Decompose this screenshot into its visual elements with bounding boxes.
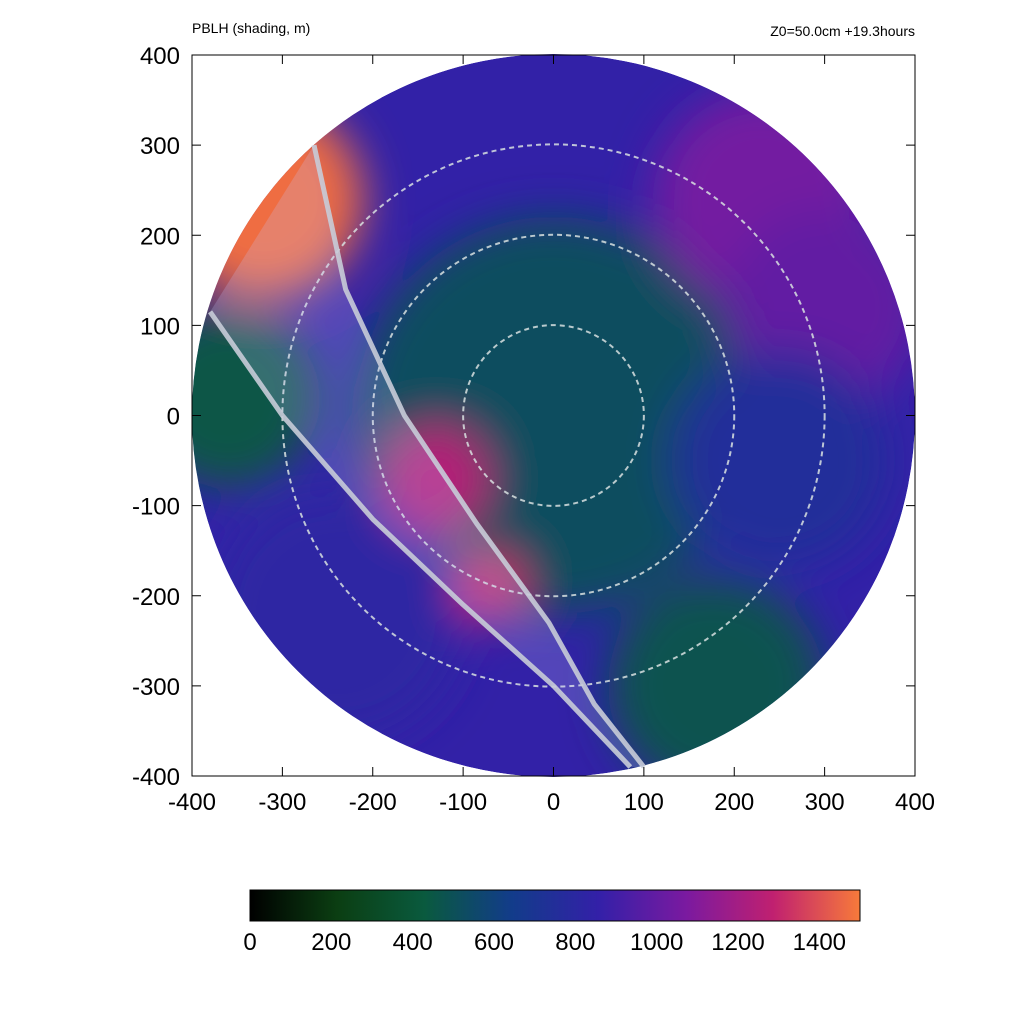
y-tick-label: 0 (167, 404, 180, 431)
x-tick-label: 400 (895, 789, 935, 816)
colorbar-tick-label: 0 (243, 929, 256, 956)
y-tick-label: 300 (140, 133, 180, 160)
band-edge-left (208, 310, 633, 769)
x-tick-label: -400 (168, 789, 216, 816)
band-edge-right (311, 144, 646, 769)
y-tick-label: 200 (140, 223, 180, 250)
colorbar-tick-label: 1000 (630, 929, 683, 956)
axis-ticks: -400 -300 -200 -100 0 100 200 300 400 -400 -300 -20… (132, 43, 935, 816)
x-tick-label: 200 (714, 789, 754, 816)
y-tick-label: -400 (132, 764, 180, 791)
range-ring-100 (462, 324, 645, 507)
y-tick-label: 100 (140, 313, 180, 340)
colorbar-tick-label: 800 (555, 929, 595, 956)
highlight-band (208, 144, 646, 769)
colorbar-tick-label: 200 (311, 929, 351, 956)
field-region-3 (192, 307, 319, 488)
x-tick-label: -300 (258, 789, 306, 816)
colorbar-tick-label: 1400 (793, 929, 846, 956)
x-tick-label: 0 (547, 789, 560, 816)
band-fill (210, 145, 644, 767)
y-tick-label: -100 (132, 494, 180, 521)
colorbar-tick-label: 1200 (711, 929, 764, 956)
x-tick-label: -200 (349, 789, 397, 816)
colorbar-scale (249, 889, 861, 922)
range-ring-200 (371, 233, 736, 598)
colorbar-ticks: 0 200 400 600 800 1000 1200 1400 (243, 929, 846, 956)
y-tick-label: -300 (132, 674, 180, 701)
field-region-6 (670, 352, 888, 570)
colorbar-tick-label: 400 (393, 929, 433, 956)
colorbar: 0 200 400 600 800 1000 1200 1400 (243, 889, 861, 956)
chart-title: PBLH (shading, m) (192, 20, 310, 36)
x-tick-label: 300 (805, 789, 845, 816)
y-tick-label: 400 (140, 43, 180, 70)
plot-area: -400 -300 -200 -100 0 100 200 300 400 -400 -300 -20… (132, 43, 935, 816)
y-tick-label: -200 (132, 584, 180, 611)
pblh-field (192, 54, 915, 777)
x-tick-label: -100 (439, 789, 487, 816)
x-tick-label: 100 (624, 789, 664, 816)
colorbar-tick-label: 600 (474, 929, 514, 956)
run-info: Z0=50.0cm +19.3hours (770, 23, 915, 39)
